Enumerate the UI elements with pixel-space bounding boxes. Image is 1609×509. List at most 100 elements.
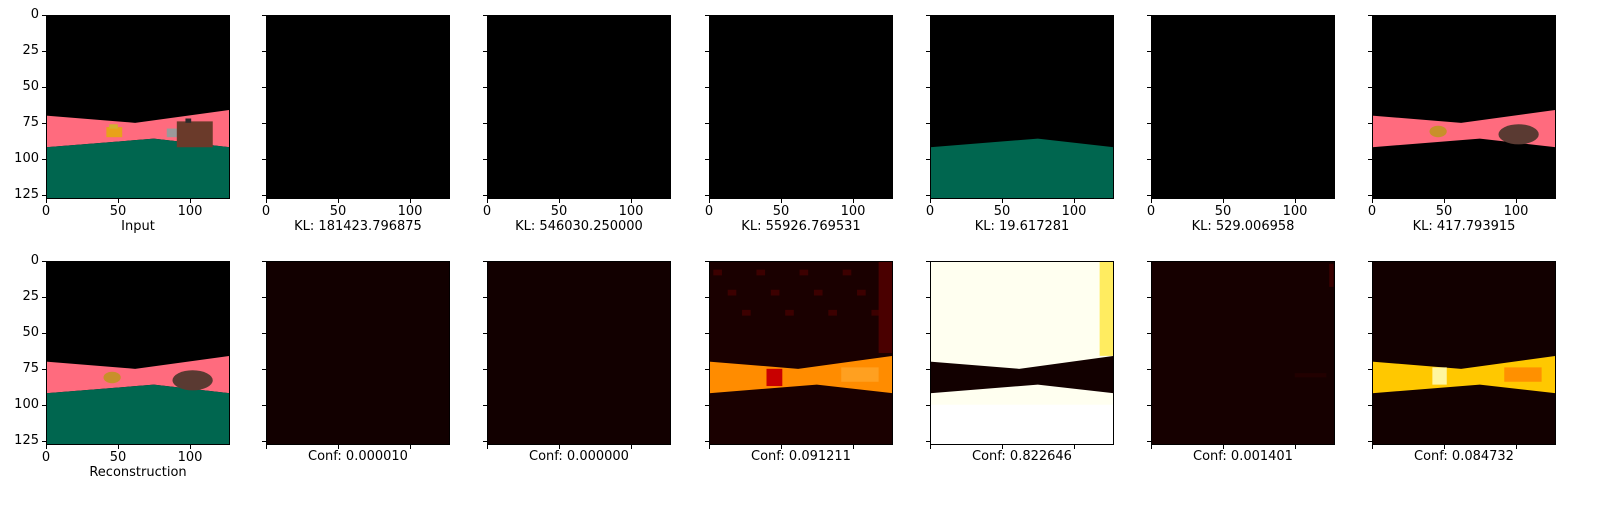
y-tick bbox=[926, 15, 930, 16]
y-tick bbox=[262, 333, 266, 334]
y-tick bbox=[262, 369, 266, 370]
y-tick bbox=[926, 405, 930, 406]
y-tick bbox=[1147, 123, 1151, 124]
x-tick bbox=[1516, 445, 1517, 449]
heatmap-noise bbox=[727, 289, 737, 296]
ground-region bbox=[46, 384, 230, 445]
image-panel-conf5 bbox=[1151, 261, 1335, 445]
heatmap-noise bbox=[756, 269, 766, 276]
image-panel-comp3 bbox=[709, 15, 893, 199]
x-tick bbox=[1074, 199, 1075, 203]
panel-caption: KL: 55926.769531 bbox=[741, 219, 861, 234]
y-tick bbox=[1368, 123, 1372, 124]
y-tick bbox=[1147, 195, 1151, 196]
panel-image bbox=[266, 15, 450, 199]
y-tick bbox=[483, 15, 487, 16]
heatmap-fill bbox=[487, 261, 671, 445]
y-tick bbox=[483, 123, 487, 124]
y-tick-label: 100 bbox=[14, 397, 39, 412]
x-tick-label: 50 bbox=[329, 204, 347, 219]
x-tick bbox=[631, 445, 632, 449]
y-tick bbox=[42, 15, 46, 16]
y-tick bbox=[926, 369, 930, 370]
panel-image bbox=[1372, 15, 1556, 199]
x-tick bbox=[1151, 199, 1152, 203]
x-tick-label: 50 bbox=[772, 204, 790, 219]
y-tick bbox=[483, 261, 487, 262]
x-tick bbox=[338, 445, 339, 449]
y-tick bbox=[42, 51, 46, 52]
x-tick bbox=[1295, 199, 1296, 203]
y-tick bbox=[1368, 195, 1372, 196]
y-tick bbox=[1147, 297, 1151, 298]
y-tick bbox=[42, 441, 46, 442]
panel-caption: KL: 181423.796875 bbox=[294, 219, 422, 234]
image-panel-comp6 bbox=[1372, 15, 1556, 199]
y-tick bbox=[42, 123, 46, 124]
ground-region bbox=[930, 138, 1114, 199]
panel-image bbox=[1151, 261, 1335, 445]
y-tick bbox=[42, 405, 46, 406]
y-tick-label: 75 bbox=[22, 115, 39, 130]
blurry-object bbox=[172, 370, 213, 391]
y-tick bbox=[483, 195, 487, 196]
blurry-object bbox=[103, 371, 121, 384]
small-object bbox=[106, 127, 123, 138]
x-tick bbox=[930, 445, 931, 449]
y-tick bbox=[705, 15, 709, 16]
x-tick-label: 0 bbox=[1146, 204, 1156, 219]
panel-caption: KL: 529.006958 bbox=[1191, 219, 1295, 234]
heatmap-noise bbox=[742, 309, 751, 316]
y-tick bbox=[705, 369, 709, 370]
y-tick bbox=[42, 297, 46, 298]
y-tick bbox=[1147, 87, 1151, 88]
ground-region bbox=[46, 138, 230, 199]
background-sky bbox=[1372, 15, 1556, 199]
image-panel-comp5 bbox=[1151, 15, 1335, 199]
background-black bbox=[266, 15, 450, 199]
y-tick bbox=[926, 159, 930, 160]
heatmap-noise bbox=[842, 269, 852, 276]
y-tick bbox=[926, 333, 930, 334]
heatmap-fill bbox=[266, 261, 450, 445]
heatmap-noise bbox=[813, 289, 823, 296]
panel-caption: Conf: 0.822646 bbox=[972, 449, 1072, 464]
y-tick bbox=[926, 195, 930, 196]
y-tick bbox=[483, 159, 487, 160]
x-tick bbox=[853, 445, 854, 449]
y-tick bbox=[705, 159, 709, 160]
heatmap-noise bbox=[799, 269, 809, 276]
image-panel-reconstruction bbox=[46, 261, 230, 445]
heatmap-band bbox=[930, 355, 1114, 394]
y-tick bbox=[705, 261, 709, 262]
y-tick bbox=[1147, 159, 1151, 160]
x-tick-label: 0 bbox=[704, 204, 714, 219]
heatmap-noise bbox=[857, 289, 866, 296]
x-tick-label: 50 bbox=[550, 204, 568, 219]
y-tick bbox=[705, 333, 709, 334]
x-tick bbox=[1151, 445, 1152, 449]
panel-caption: Conf: 0.001401 bbox=[1193, 449, 1293, 464]
x-tick-label: 100 bbox=[397, 204, 423, 219]
x-tick-label: 0 bbox=[1367, 204, 1377, 219]
image-panel-comp4 bbox=[930, 15, 1114, 199]
y-tick bbox=[483, 51, 487, 52]
x-tick bbox=[1223, 445, 1224, 449]
image-panel-comp1 bbox=[266, 15, 450, 199]
y-tick bbox=[705, 51, 709, 52]
image-panel-input bbox=[46, 15, 230, 199]
y-tick bbox=[1147, 51, 1151, 52]
y-tick bbox=[1368, 159, 1372, 160]
x-tick-label: 0 bbox=[482, 204, 492, 219]
image-panel-conf3 bbox=[709, 261, 893, 445]
heatmap-hotspot bbox=[1504, 367, 1542, 382]
y-tick bbox=[1368, 51, 1372, 52]
y-tick bbox=[262, 123, 266, 124]
x-tick bbox=[559, 199, 560, 203]
x-tick bbox=[266, 445, 267, 449]
heatmap-noise bbox=[713, 269, 722, 276]
image-panel-conf1 bbox=[266, 261, 450, 445]
y-tick bbox=[926, 297, 930, 298]
y-tick bbox=[1147, 369, 1151, 370]
x-tick bbox=[410, 199, 411, 203]
